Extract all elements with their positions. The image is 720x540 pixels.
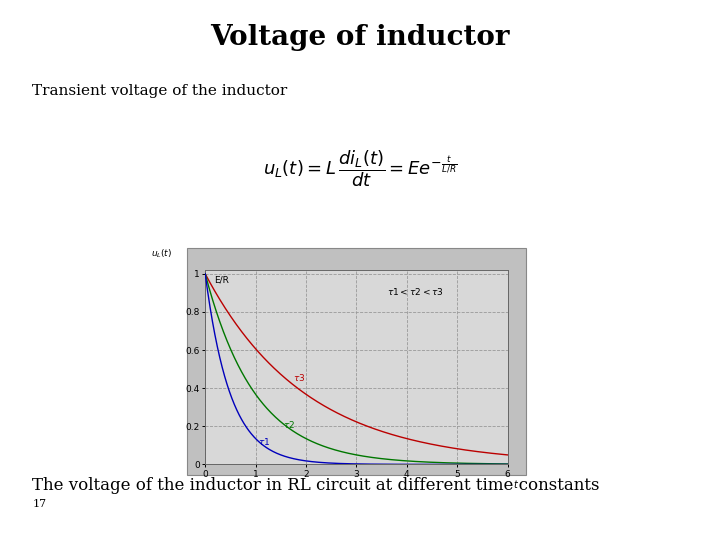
Text: The voltage of the inductor in RL circuit at different time constants: The voltage of the inductor in RL circui… bbox=[32, 477, 600, 494]
Text: $\tau2$: $\tau2$ bbox=[284, 418, 295, 430]
Text: Voltage of inductor: Voltage of inductor bbox=[210, 24, 510, 51]
Text: $\tau1 < \tau2 < \tau3$: $\tau1 < \tau2 < \tau3$ bbox=[387, 286, 444, 296]
Text: E/R: E/R bbox=[215, 276, 229, 285]
Text: $\tau1$: $\tau1$ bbox=[258, 436, 271, 447]
Text: $\tau3$: $\tau3$ bbox=[294, 372, 306, 383]
Text: 17: 17 bbox=[32, 498, 47, 509]
Text: $u_L(t) = L\,\dfrac{di_L(t)}{dt} = Ee^{-\frac{t}{L/R}}$: $u_L(t) = L\,\dfrac{di_L(t)}{dt} = Ee^{-… bbox=[263, 148, 457, 189]
Text: Transient voltage of the inductor: Transient voltage of the inductor bbox=[32, 84, 288, 98]
Text: t: t bbox=[513, 480, 518, 490]
Text: $u_L(t)$: $u_L(t)$ bbox=[150, 248, 172, 260]
